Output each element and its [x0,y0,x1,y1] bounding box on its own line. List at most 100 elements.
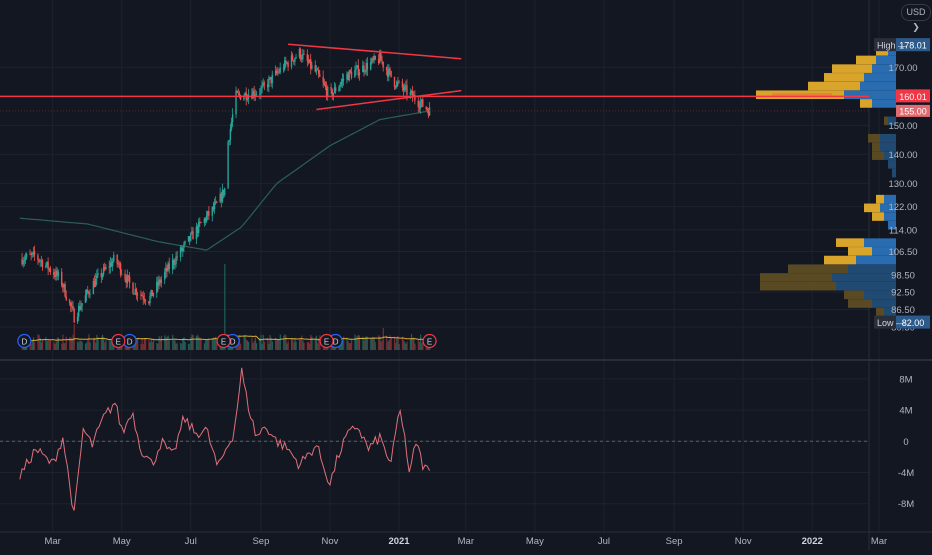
volume-bar [251,337,253,350]
volume-bar [175,343,177,350]
volume-profile-down-bar [788,264,848,274]
volume-bar [101,334,104,350]
candle-body [262,82,264,86]
candle-body [84,295,87,303]
candle-body [324,84,327,88]
volume-profile-up-bar [884,307,896,317]
candle-body [315,69,318,72]
volume-bar [158,336,160,350]
candle-body [158,279,160,286]
volume-bar [141,338,143,350]
volume-profile-up-bar [880,203,896,213]
candle-body [199,221,201,223]
volume-bar [422,341,424,350]
osc-axis-label: 0 [903,437,908,448]
candle-body [319,74,321,77]
volume-bar [395,343,397,350]
candle-body [31,252,33,255]
candle-body [222,189,225,196]
candle-body [390,70,392,77]
candle-body [350,71,353,78]
candle-body [271,74,273,84]
candle-body [49,268,52,273]
candle-body [93,281,96,287]
candle-body [332,92,335,98]
candle-body [405,85,407,87]
last-price-tag [896,104,930,117]
volume-bar [370,338,372,350]
volume-bar [255,343,258,350]
volume-bar [307,341,310,350]
volume-bar [100,336,103,350]
volume-profile-down-bar [848,247,872,256]
candle-body [100,273,103,278]
volume-profile-up-bar [888,220,896,230]
candle-body [287,62,289,67]
volume-bar [277,338,279,350]
volume-bar [300,337,302,350]
volume-bar [30,343,32,350]
candle-body [63,284,65,288]
volume-bar [212,337,215,350]
candle-body [237,92,239,94]
volume-bar [317,343,319,350]
candle-body [197,221,200,233]
volume-bar [135,340,138,350]
volume-bar [109,341,112,350]
volume-bar [104,342,106,350]
volume-bar [362,336,364,350]
candle-body [358,72,361,76]
candle-body [149,295,151,304]
volume-bar [267,337,269,350]
volume-profile-down-bar [832,64,872,73]
volume-bar [151,342,153,350]
candle-body [286,62,288,64]
volume-bar [278,339,280,350]
volume-bar [62,334,64,350]
volume-bar [374,342,376,350]
volume-profile-up-bar [864,238,896,247]
time-axis-label: Sep [252,536,269,547]
candle-body [380,52,382,61]
volume-bar [46,341,48,350]
candle-body [53,272,55,275]
candle-body [270,77,272,84]
volume-bar [341,339,344,350]
volume-bar [215,336,217,350]
volume-bar [105,340,107,350]
candle-body [134,288,136,294]
candle-body [168,263,170,270]
volume-bar [254,337,256,350]
volume-bar [413,337,415,350]
time-axis-label: May [526,536,544,547]
candle-body [167,263,169,272]
volume-bar [92,338,95,350]
earnings-marker-circle [422,333,437,349]
volume-bar [380,341,382,350]
candle-body [213,203,216,210]
candle-body [56,270,58,276]
candle-body [316,69,319,71]
price-axis-label: 86.50 [891,305,915,316]
candle-body [317,69,320,75]
volume-bar [412,338,414,350]
candle-body [282,67,285,70]
candle-body [381,60,383,62]
candle-body [214,201,217,204]
volume-bar [157,343,159,350]
currency-button[interactable]: USD ❯ [901,4,931,32]
horizontal-line-price-label: 160.01 [899,92,927,102]
volume-profile-up-bar [864,290,896,300]
low-tag-value: 82.00 [902,318,925,328]
candle-body [366,63,369,70]
volume-bar [365,336,367,350]
volume-bar [398,343,400,350]
volume-bar [176,343,178,350]
price-axis-label: 140.00 [888,150,917,161]
earnings-marker-label: E [221,338,226,347]
candle-body [274,70,277,75]
volume-bar [47,339,49,350]
volume-bar [190,337,192,350]
